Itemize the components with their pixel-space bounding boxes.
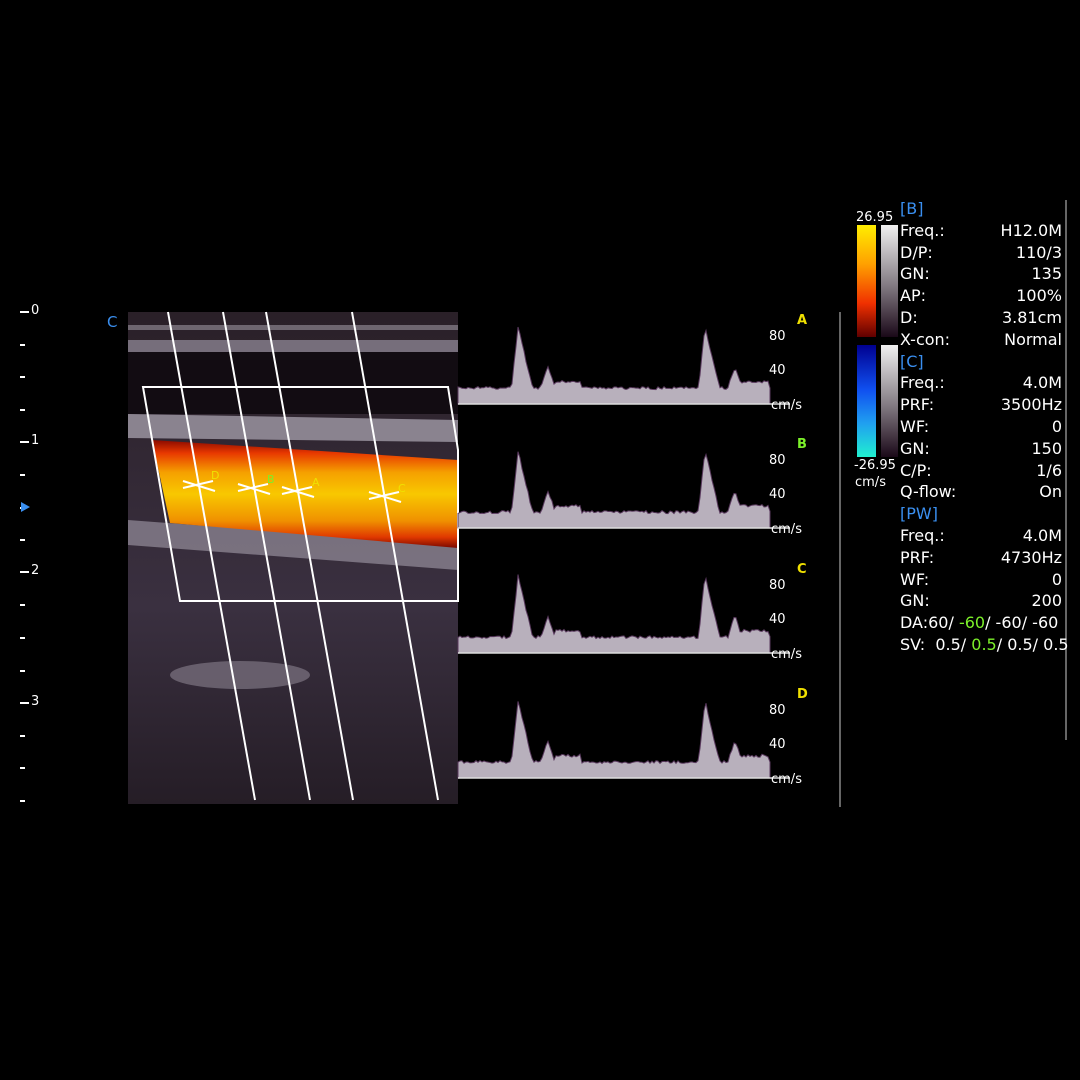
section-header-label: [PW] [900, 503, 938, 525]
spectrum-label: A [797, 313, 807, 328]
color-scale-unit: cm/s [855, 475, 886, 490]
param-label: Freq.: [900, 220, 945, 242]
param-value: 3.81cm [1002, 307, 1062, 329]
gate-label: C [398, 482, 406, 495]
param-label: X-con: [900, 329, 950, 351]
tissue-layer [128, 340, 458, 352]
color-scale-negative-bar [857, 345, 876, 457]
velocity-tick-label: 80 [769, 453, 786, 468]
param-label: GN: [900, 263, 930, 285]
param-label: GN: [900, 590, 930, 612]
param-row: C/P: 1/6 [900, 460, 1062, 482]
velocity-unit: cm/s [771, 772, 802, 787]
param-value: SV: [900, 635, 935, 654]
param-label: Freq.: [900, 525, 945, 547]
param-row: GN: 150 [900, 438, 1062, 460]
velocity-unit: cm/s [771, 398, 802, 413]
spectrum-label: D [797, 687, 808, 702]
section-header-label: [B] [900, 198, 923, 220]
param-value: 200 [1031, 590, 1062, 612]
da-row: DA:60/ -60/ -60/ -60 [900, 612, 1062, 634]
velocity-tick-label: 80 [769, 329, 786, 344]
section-header-label: [C] [900, 351, 924, 373]
param-value: 110/3 [1016, 242, 1062, 264]
param-value: / 0.5/ 0.5 [997, 635, 1069, 654]
gate-label: B [267, 473, 275, 486]
param-label: PRF: [900, 547, 934, 569]
section-header: [C] [900, 351, 1062, 373]
velocity-unit: cm/s [771, 647, 802, 662]
param-label: Freq.: [900, 372, 945, 394]
param-label: C/P: [900, 460, 932, 482]
param-value: / -60/ -60 [985, 613, 1058, 632]
color-scale-max: 26.95 [856, 210, 893, 225]
spectrum-label: C [797, 562, 807, 577]
param-label: PRF: [900, 394, 934, 416]
param-value: 150 [1031, 438, 1062, 460]
param-value: Normal [1004, 329, 1062, 351]
velocity-tick-label: 40 [769, 487, 786, 502]
velocity-unit: cm/s [771, 522, 802, 537]
param-value: 0 [1052, 416, 1062, 438]
param-label: Q-flow: [900, 481, 956, 503]
param-label: WF: [900, 416, 929, 438]
param-value: On [1039, 481, 1062, 503]
param-row: Q-flow: On [900, 481, 1062, 503]
param-label: D/P: [900, 242, 933, 264]
param-value: 3500Hz [1001, 394, 1062, 416]
param-value: 0 [1052, 569, 1062, 591]
param-label: WF: [900, 569, 929, 591]
tissue-layer [128, 325, 458, 330]
spectral-doppler-traces [458, 327, 790, 778]
param-row: D/P: 110/3 [900, 242, 1062, 264]
color-scale-positive-bar [857, 225, 876, 337]
color-scale-min: -26.95 [854, 458, 896, 473]
param-value: 60/ [928, 613, 959, 632]
velocity-tick-label: 40 [769, 612, 786, 627]
param-value: DA: [900, 613, 928, 632]
param-row: PRF: 4730Hz [900, 547, 1062, 569]
param-value: 100% [1016, 285, 1062, 307]
spectral-waveform [458, 575, 770, 653]
param-row: D: 3.81cm [900, 307, 1062, 329]
spectral-waveform [458, 701, 770, 778]
param-label: AP: [900, 285, 926, 307]
gate-label: A [312, 476, 320, 489]
param-value: 4.0M [1023, 525, 1062, 547]
param-value: 0.5/ [935, 635, 971, 654]
param-row: Freq.: 4.0M [900, 525, 1062, 547]
section-header: [PW] [900, 503, 1062, 525]
param-row: WF: 0 [900, 569, 1062, 591]
section-header: [B] [900, 198, 1062, 220]
velocity-tick-label: 40 [769, 737, 786, 752]
param-label: D: [900, 307, 918, 329]
param-label: GN: [900, 438, 930, 460]
param-row: GN: 200 [900, 590, 1062, 612]
param-row: Freq.: 4.0M [900, 372, 1062, 394]
velocity-tick-label: 80 [769, 578, 786, 593]
param-value: 1/6 [1036, 460, 1062, 482]
spectrum-label: B [797, 437, 807, 452]
highlighted-value: -60 [959, 613, 985, 632]
highlighted-value: 0.5 [971, 635, 996, 654]
gray-map-bar [881, 345, 898, 457]
spectral-waveform [458, 327, 770, 404]
velocity-tick-label: 80 [769, 703, 786, 718]
sv-row: SV: 0.5/ 0.5/ 0.5/ 0.5 [900, 634, 1062, 656]
param-row: PRF: 3500Hz [900, 394, 1062, 416]
param-row: GN: 135 [900, 263, 1062, 285]
spectral-waveform [458, 452, 770, 528]
param-row: Freq.: H12.0M [900, 220, 1062, 242]
gray-map-bar [881, 225, 898, 337]
param-row: AP: 100% [900, 285, 1062, 307]
param-row: WF: 0 [900, 416, 1062, 438]
param-value: 4.0M [1023, 372, 1062, 394]
param-value: H12.0M [1001, 220, 1062, 242]
param-value: 4730Hz [1001, 547, 1062, 569]
velocity-tick-label: 40 [769, 363, 786, 378]
param-value: 135 [1031, 263, 1062, 285]
gate-label: D [211, 469, 219, 482]
param-row: X-con: Normal [900, 329, 1062, 351]
